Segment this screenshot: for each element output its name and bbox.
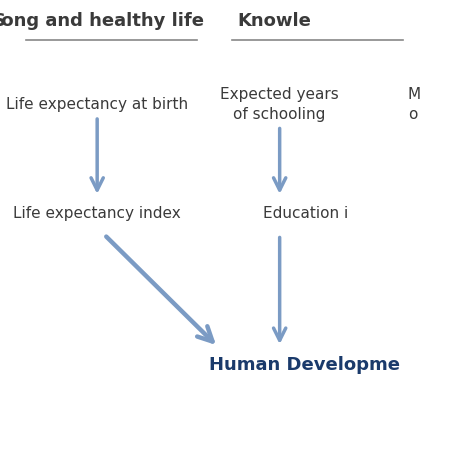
Text: Life expectancy index: Life expectancy index <box>13 206 181 221</box>
Text: Life expectancy at birth: Life expectancy at birth <box>6 97 188 112</box>
Text: S: S <box>0 12 6 30</box>
Text: Knowle: Knowle <box>237 12 311 30</box>
Text: Human Developme: Human Developme <box>209 356 400 374</box>
Text: Long and healthy life: Long and healthy life <box>0 12 204 30</box>
Text: M
o: M o <box>408 87 421 122</box>
Text: Education i: Education i <box>263 206 348 221</box>
Text: Expected years
of schooling: Expected years of schooling <box>220 87 339 122</box>
